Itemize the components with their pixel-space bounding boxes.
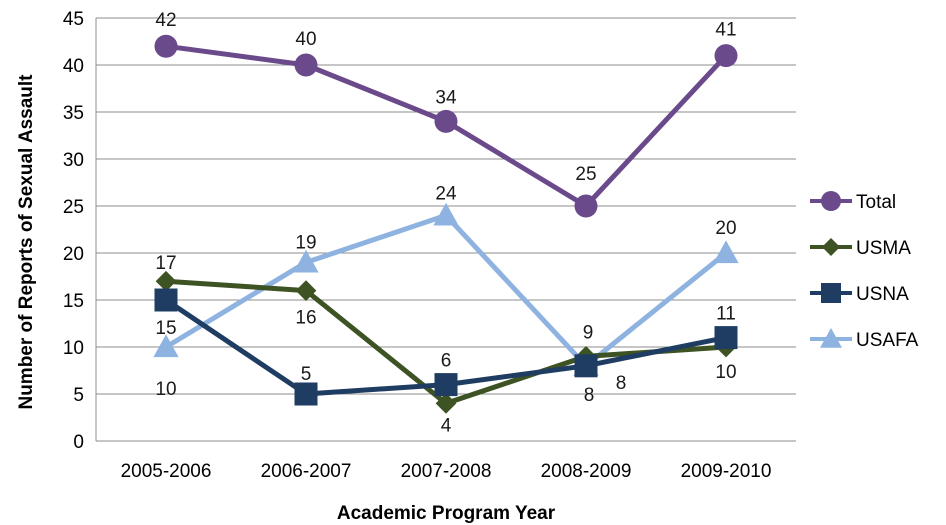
series-usafa — [153, 202, 739, 376]
data-label-usna: 8 — [584, 385, 595, 406]
data-label-usma: 9 — [583, 322, 594, 343]
series-layer — [153, 34, 739, 414]
legend-marker — [822, 238, 840, 256]
legend-marker — [821, 191, 841, 211]
legend-marker — [820, 328, 842, 348]
y-tick-label: 25 — [63, 197, 84, 218]
data-label-usafa: 20 — [715, 218, 736, 239]
series-total — [154, 34, 738, 218]
point-usafa — [293, 249, 319, 273]
legend-label: USNA — [856, 284, 909, 305]
legend-label: Total — [856, 192, 896, 213]
x-axis-ticks: 2005-2006 2006-2007 2007-2008 2008-2009 2009… — [121, 461, 772, 482]
y-tick-label: 15 — [63, 291, 84, 312]
point-total — [154, 34, 178, 58]
point-usafa — [433, 202, 459, 226]
y-tick-label: 30 — [63, 150, 84, 171]
y-tick-label: 0 — [73, 432, 84, 453]
point-usma — [435, 393, 457, 414]
data-label-usna: 6 — [441, 351, 452, 372]
point-total — [574, 194, 598, 218]
series-line-usafa — [164, 212, 728, 369]
y-axis-title: Number of Reports of Sexual Assault — [16, 74, 37, 410]
y-tick-label: 10 — [63, 338, 84, 359]
y-axis-ticks: 0 5 10 15 20 25 30 35 40 45 — [63, 9, 84, 453]
data-label-usma: 16 — [295, 308, 316, 329]
y-tick-label: 40 — [63, 56, 84, 77]
x-tick-label: 2007-2008 — [401, 461, 492, 482]
y-tick-label: 35 — [63, 103, 84, 124]
data-label-usna: 5 — [301, 364, 312, 385]
y-tick-label: 20 — [63, 244, 84, 265]
data-label-usma: 4 — [441, 415, 452, 436]
data-label-usafa: 19 — [295, 232, 316, 253]
data-label-total: 42 — [155, 10, 176, 31]
point-usafa — [153, 334, 179, 358]
legend-marker — [821, 283, 841, 303]
point-usna — [294, 382, 318, 406]
x-tick-label: 2008-2009 — [541, 461, 632, 482]
point-total — [434, 109, 458, 133]
x-tick-label: 2009-2010 — [681, 461, 772, 482]
data-label-usna: 15 — [155, 318, 176, 339]
point-usna — [574, 354, 598, 378]
data-label-total: 40 — [295, 29, 316, 50]
x-tick-label: 2005-2006 — [121, 461, 212, 482]
series-usna — [154, 288, 738, 406]
legend-item-usna: USNA — [810, 283, 909, 305]
data-label-usma: 17 — [155, 253, 176, 274]
point-usna — [434, 373, 458, 397]
point-total — [714, 44, 738, 68]
point-usma — [155, 270, 177, 292]
point-usma — [295, 280, 317, 301]
data-labels: 42 40 34 25 41 17 16 4 9 10 15 5 6 8 11 10 19 24 8 20 — [155, 10, 736, 436]
point-usna — [714, 326, 738, 350]
data-label-total: 34 — [435, 87, 457, 108]
y-tick-label: 45 — [63, 9, 84, 30]
data-label-usna: 11 — [716, 304, 736, 325]
legend-item-usma: USMA — [810, 238, 911, 259]
x-axis-title: Academic Program Year — [337, 503, 556, 524]
legend-item-total: Total — [810, 191, 896, 213]
data-label-usma: 10 — [715, 362, 736, 383]
legend-item-usafa: USAFA — [810, 328, 919, 351]
y-tick-label: 5 — [73, 385, 84, 406]
x-tick-label: 2006-2007 — [261, 461, 352, 482]
data-label-total: 25 — [575, 164, 596, 185]
point-usna — [154, 288, 178, 312]
point-usafa — [713, 240, 739, 264]
legend: Total USMA USNA USAFA — [810, 191, 919, 351]
point-total — [294, 53, 318, 77]
legend-label: USMA — [856, 238, 911, 259]
data-label-usafa: 8 — [616, 373, 627, 394]
data-label-usafa: 10 — [155, 379, 176, 400]
data-label-usafa: 24 — [435, 183, 457, 204]
data-label-total: 41 — [715, 20, 736, 41]
legend-label: USAFA — [856, 330, 919, 351]
